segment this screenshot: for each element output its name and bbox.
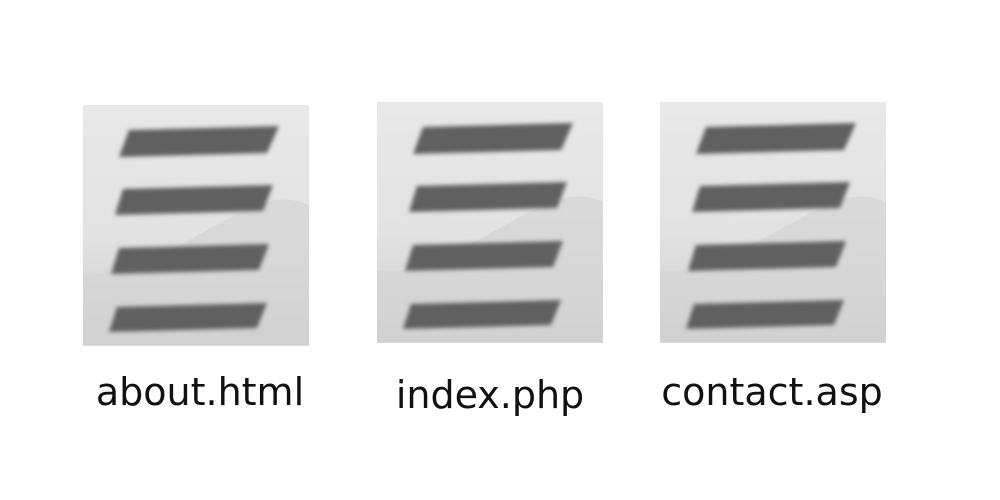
text-document-icon[interactable]: [660, 102, 886, 342]
file-name-label[interactable]: contact.asp: [661, 370, 883, 414]
file-name-label[interactable]: about.html: [95, 370, 305, 414]
text-document-icon[interactable]: [377, 102, 603, 342]
text-document-icon-graphic: [83, 126, 309, 345]
text-document-icon-graphic: [660, 123, 886, 342]
text-document-icon-graphic: [377, 123, 603, 342]
text-document-icon[interactable]: [83, 105, 309, 345]
file-name-label[interactable]: index.php: [395, 373, 585, 417]
